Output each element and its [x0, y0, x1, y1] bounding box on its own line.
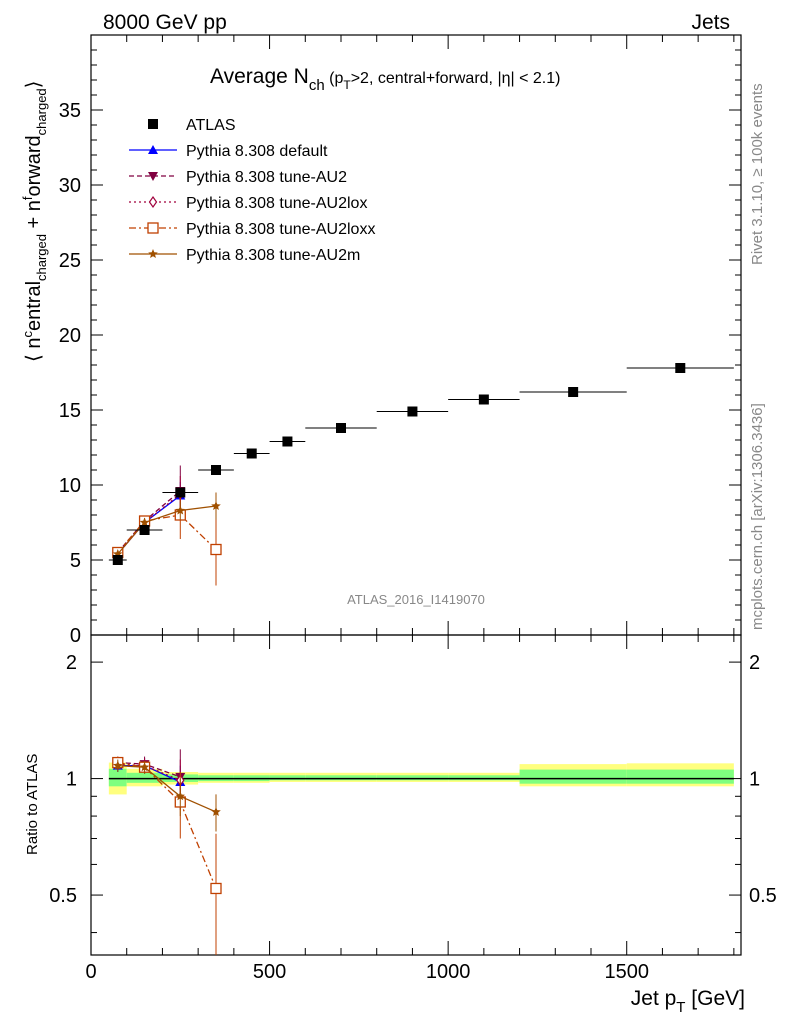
- marker-star: [113, 760, 123, 770]
- analysis-watermark: ATLAS_2016_I1419070: [347, 592, 485, 607]
- marker-square-open: [147, 222, 159, 234]
- band-green: [626, 769, 734, 784]
- y-tick-label-ratio: 0.5: [49, 885, 77, 907]
- band-green: [269, 775, 306, 781]
- band-green: [376, 775, 449, 781]
- legend-entry-2: Pythia 8.308 tune-AU2: [129, 169, 347, 186]
- y-axis-label-ratio: Ratio to ATLAS: [24, 754, 41, 855]
- series-line: [117, 761, 217, 889]
- band-green: [126, 772, 163, 783]
- y-tick-label-ratio-right: 0.5: [749, 885, 777, 907]
- legend-entry-4: Pythia 8.308 tune-AU2loxx: [129, 221, 375, 238]
- marker-atlas: [175, 487, 186, 498]
- ratio-frame: [90, 634, 742, 956]
- marker-atlas: [246, 448, 257, 459]
- y-tick-label-main: 0: [70, 625, 81, 647]
- plot-title: Average Nch (pT>2, central+forward, |η| …: [210, 65, 560, 94]
- y-tick-label-ratio-right: 2: [749, 652, 760, 674]
- marker-atlas: [112, 555, 123, 565]
- marker-star: [175, 505, 185, 515]
- x-axis-label: Jet pT [GeV]: [631, 987, 745, 1016]
- legend-label: Pythia 8.308 tune-AU2m: [186, 247, 360, 264]
- x-tick-label: 500: [253, 961, 286, 983]
- marker-square-open: [210, 882, 222, 895]
- header-left: 8000 GeV pp: [103, 11, 227, 34]
- band-green: [108, 768, 127, 787]
- y-axis-label-main: ⟨ ncentralcharged + nforwardcharged⟩: [20, 81, 49, 362]
- legend-entry-3: Pythia 8.308 tune-AU2lox: [129, 195, 367, 212]
- legend: ATLAS Pythia 8.308 default Pythia 8.308 tu…: [129, 117, 375, 264]
- legend-entry-0: ATLAS: [148, 117, 236, 134]
- series-ratio-3: [112, 756, 222, 955]
- legend-label: Pythia 8.308 tune-AU2loxx: [186, 221, 375, 238]
- axes-ticks: 0 5 10 15 20 25 30 35 0 500 1000 1500 0.5 0.5 1 1 2 2: [49, 35, 777, 983]
- x-tick-label: 1500: [604, 961, 649, 983]
- series-ratio-4: [113, 759, 221, 832]
- y-tick-label-main: 20: [59, 325, 81, 347]
- series-main-2: [112, 465, 186, 558]
- series-line: [117, 514, 217, 553]
- y-tick-label-main: 30: [59, 175, 81, 197]
- x-tick-label: 1000: [426, 961, 471, 983]
- legend-label: ATLAS: [186, 117, 236, 134]
- series-line: [117, 505, 217, 555]
- legend-entry-1: Pythia 8.308 default: [129, 143, 328, 160]
- ratio-bands: [108, 762, 734, 795]
- marker-atlas: [568, 387, 579, 397]
- header-right: Jets: [691, 11, 730, 34]
- marker-square-open: [210, 543, 222, 556]
- marker-star: [175, 791, 185, 801]
- y-tick-label-ratio: 1: [66, 769, 77, 791]
- marker-star: [211, 501, 221, 510]
- x-tick-label: 0: [85, 961, 96, 983]
- marker-star: [148, 249, 158, 258]
- y-tick-label-main: 35: [59, 100, 81, 122]
- mcplots-label: mcplots.cern.ch [arXiv:1306.3436]: [749, 403, 766, 630]
- marker-atlas: [148, 119, 158, 129]
- marker-star: [139, 517, 150, 527]
- data-layer: [108, 363, 734, 955]
- series-line: [117, 764, 217, 813]
- marker-diamond-open: [148, 195, 158, 209]
- y-tick-label-main: 5: [70, 550, 81, 572]
- marker-triangle-up: [148, 145, 158, 154]
- y-tick-label-ratio-right: 1: [749, 769, 760, 791]
- marker-star: [139, 762, 150, 772]
- marker-triangle-down: [148, 172, 158, 181]
- legend-label: Pythia 8.308 tune-AU2lox: [186, 195, 367, 212]
- series-main-5: [113, 492, 221, 558]
- legend-label: Pythia 8.308 default: [186, 143, 328, 160]
- marker-atlas: [478, 394, 489, 405]
- y-tick-label-main: 10: [59, 475, 81, 497]
- y-tick-label-main: 25: [59, 250, 81, 272]
- rivet-label: Rivet 3.1.10, ≥ 100k events: [749, 83, 766, 265]
- marker-atlas: [336, 423, 346, 433]
- marker-atlas: [675, 363, 686, 373]
- band-green: [448, 775, 520, 781]
- marker-atlas: [211, 465, 221, 475]
- band-green: [519, 769, 627, 784]
- marker-atlas: [139, 525, 150, 535]
- ratio-panel: [90, 634, 742, 956]
- marker-star: [211, 806, 221, 816]
- y-tick-label-ratio: 2: [66, 652, 77, 674]
- band-green: [305, 775, 377, 781]
- series-main-0: [108, 363, 734, 565]
- legend-entry-5: Pythia 8.308 tune-AU2m: [129, 247, 360, 264]
- y-tick-label-main: 15: [59, 400, 81, 422]
- legend-label: Pythia 8.308 tune-AU2: [186, 169, 347, 186]
- marker-atlas: [282, 436, 293, 447]
- marker-atlas: [407, 406, 418, 417]
